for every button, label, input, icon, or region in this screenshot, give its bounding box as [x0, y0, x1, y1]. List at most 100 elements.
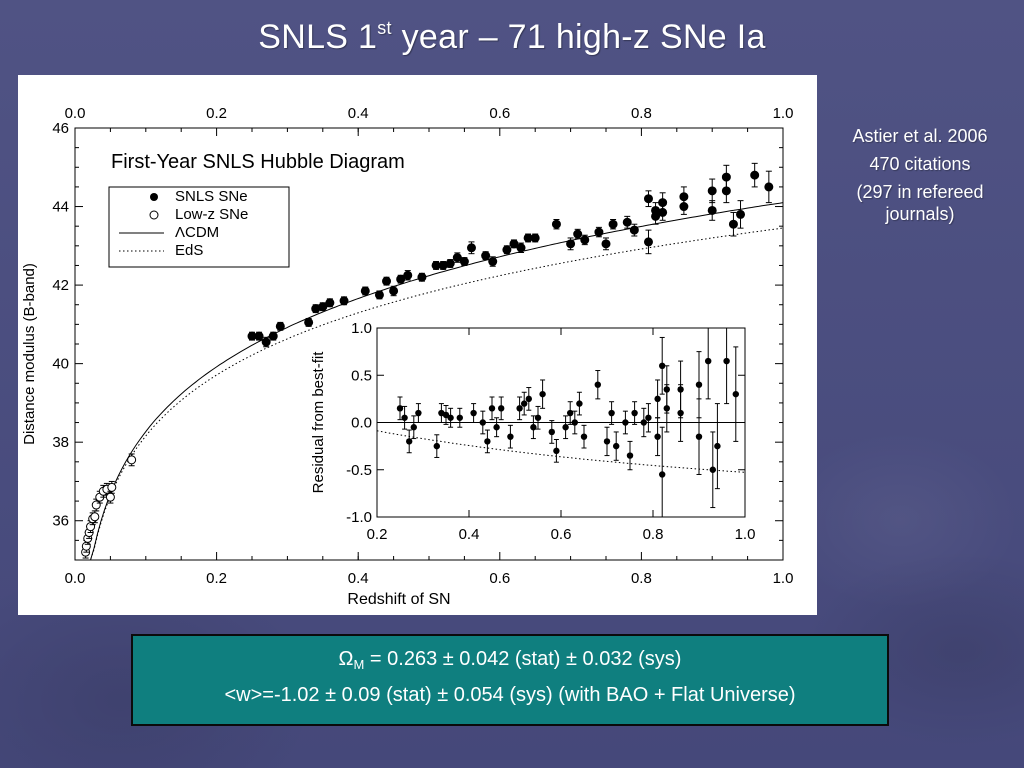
x-tick-label-bottom: 0.6	[489, 570, 510, 587]
inset-residual-point	[406, 438, 413, 445]
y-tick-label: 40	[52, 356, 69, 373]
snls-point	[452, 253, 462, 263]
snls-point	[445, 258, 455, 268]
title-main: SNLS 1	[258, 18, 378, 56]
citation-count: 470 citations	[869, 154, 971, 174]
snls-point	[516, 243, 526, 253]
snls-point	[551, 219, 561, 229]
inset-residual-point	[594, 381, 601, 388]
snls-point	[396, 274, 406, 284]
snls-point	[629, 225, 639, 235]
low-z-point	[90, 512, 100, 522]
inset-residual-point	[608, 409, 615, 417]
inset-residual-point	[654, 395, 661, 403]
snls-point	[566, 239, 576, 249]
inset-x-tick-label: 1.0	[735, 526, 756, 543]
snls-point	[622, 217, 632, 227]
inset-residual-point	[410, 424, 417, 431]
inset-residual-point	[626, 452, 634, 459]
inset-residual-point	[548, 428, 555, 436]
inset-residual-point	[525, 395, 532, 403]
low-z-point	[86, 522, 96, 532]
snls-point	[382, 276, 392, 286]
snls-point	[360, 286, 370, 296]
inset-residual-point	[695, 433, 703, 440]
inset-residual-point	[507, 433, 514, 440]
snls-point	[707, 186, 717, 196]
omega-m-result: ΩM = 0.263 ± 0.042 (stat) ± 0.032 (sys)	[133, 648, 887, 672]
inset-residual-point	[479, 419, 486, 426]
snls-point	[254, 331, 264, 341]
inset-residual-point	[613, 442, 620, 450]
snls-point	[573, 229, 583, 239]
inset-residual-point	[396, 405, 404, 412]
legend-snls-marker	[150, 193, 158, 201]
inset-residual-point	[603, 438, 611, 445]
x-tick-label-top: 0.2	[206, 105, 227, 122]
x-tick-label-bottom: 0.8	[631, 570, 652, 587]
title-rest: year – 71 high-z SNe Ia	[391, 18, 766, 56]
snls-point	[374, 290, 384, 300]
inset-x-tick-label: 0.4	[459, 526, 480, 543]
snls-point	[502, 245, 512, 255]
inset-residual-point	[714, 442, 721, 450]
x-tick-label-bottom: 0.4	[348, 570, 369, 587]
inset-y-tick-label: 1.0	[351, 320, 372, 337]
x-tick-label-bottom: 1.0	[773, 570, 794, 587]
snls-point	[594, 227, 604, 237]
inset-residual-point	[622, 419, 629, 426]
inset-residual-point	[433, 442, 440, 450]
inset-y-tick-label: 0.0	[351, 415, 372, 432]
snls-point	[530, 233, 540, 243]
low-z-point	[81, 541, 91, 551]
snls-point	[580, 235, 590, 245]
snls-point	[651, 211, 661, 221]
y-tick-label: 36	[52, 513, 69, 530]
inset-residual-point	[530, 424, 537, 431]
inset-residual-point	[562, 424, 569, 431]
y-tick-label: 38	[52, 434, 69, 451]
y-axis-label: Distance modulus (B-band)	[21, 263, 38, 445]
snls-point	[339, 296, 349, 306]
snls-point	[643, 237, 653, 247]
inset-residual-point	[539, 390, 546, 398]
low-z-point	[107, 482, 117, 492]
snls-point	[318, 302, 328, 312]
snls-point	[417, 272, 427, 282]
inset-residual-point	[470, 409, 477, 417]
inset-residual-point	[415, 409, 422, 417]
snls-point	[764, 182, 774, 192]
legend-label: SNLS SNe	[175, 188, 248, 205]
inset-residual-point	[534, 414, 542, 421]
inset-y-tick-label: -1.0	[346, 509, 372, 526]
inset-residual-point	[576, 400, 583, 407]
results-box: ΩM = 0.263 ± 0.042 (stat) ± 0.032 (sys) …	[131, 634, 889, 726]
snls-point	[268, 331, 278, 341]
inset-residual-point	[659, 362, 666, 369]
inset-residual-point	[659, 471, 666, 478]
omega-symbol: Ω	[338, 648, 354, 670]
citation-refereed: (297 in refereed journals)	[856, 182, 984, 224]
inset-residual-point	[456, 414, 463, 421]
snls-point	[488, 257, 498, 267]
inset-residual-point	[677, 409, 684, 417]
inset-eds-curve	[376, 430, 746, 473]
citation-reference: Astier et al. 2006	[852, 126, 988, 146]
x-tick-label-top: 0.4	[348, 105, 369, 122]
legend-lowz-marker	[149, 210, 159, 220]
inset-residual-point	[709, 466, 716, 473]
snls-point	[466, 243, 476, 253]
snls-point	[459, 257, 469, 267]
snls-point	[658, 198, 668, 208]
snls-point	[728, 219, 738, 229]
inset-residual-point	[654, 433, 661, 440]
snls-point	[325, 298, 335, 308]
citation-block: Astier et al. 2006 470 citations (297 in…	[826, 125, 1014, 231]
legend-label: EdS	[175, 242, 203, 259]
inset-residual-point	[695, 381, 703, 388]
low-z-point	[127, 455, 137, 465]
inset-residual-point	[645, 414, 652, 421]
inset-residual-point	[493, 424, 500, 431]
inset-residual-point	[723, 357, 730, 365]
snls-point	[275, 321, 285, 331]
